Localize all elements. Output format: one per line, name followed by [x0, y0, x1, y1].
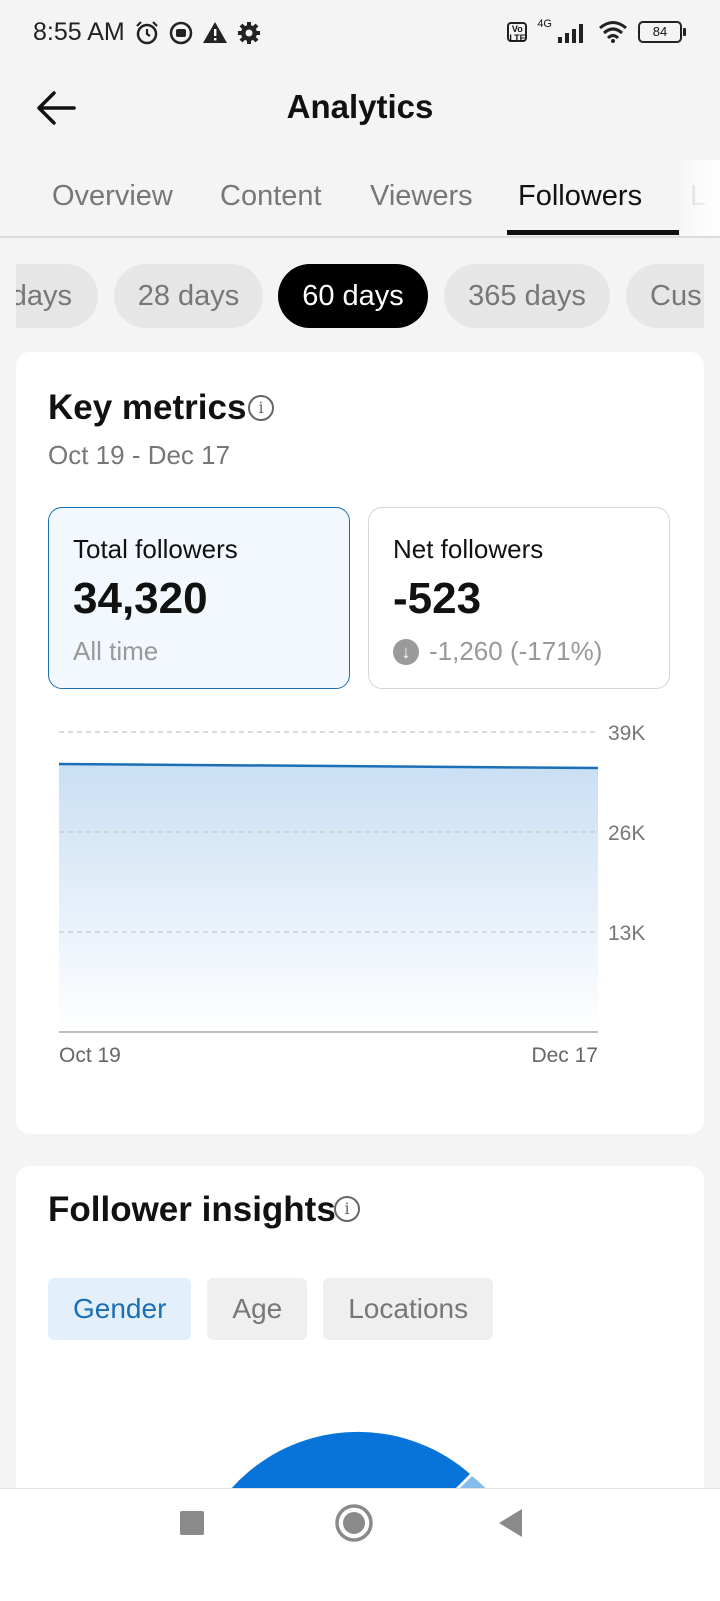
net-followers-card[interactable]: Net followers -523 ↓ -1,260 (-171%) — [368, 507, 670, 689]
chip-365-days[interactable]: 365 days — [444, 264, 610, 328]
tab-overview[interactable]: Overview — [52, 180, 173, 212]
insight-tab-locations[interactable]: Locations — [323, 1278, 494, 1340]
analytics-tabs: Overview Content Viewers Followers L — [0, 160, 720, 238]
recents-square-icon[interactable] — [178, 1509, 206, 1537]
chart-area-fill — [59, 763, 598, 1032]
status-icons-right: Vo LTE 4G 84 — [507, 18, 686, 44]
arrow-down-icon: ↓ — [393, 638, 419, 665]
key-metrics-info-icon[interactable]: i — [248, 395, 274, 421]
total-followers-card[interactable]: Total followers 34,320 All time — [48, 507, 350, 689]
tab-scroll-fade — [680, 160, 720, 236]
date-range-chips: days 28 days 60 days 365 days Cus — [16, 264, 704, 330]
back-arrow-icon[interactable] — [32, 84, 80, 132]
battery-icon: 84 — [638, 21, 686, 43]
warning-icon — [203, 22, 227, 43]
date-range-label: Oct 19 - Dec 17 — [48, 440, 231, 470]
network-type: 4G — [537, 18, 552, 30]
insight-tabs: Gender Age Locations — [48, 1278, 494, 1340]
chip-28-days[interactable]: 28 days — [114, 264, 263, 328]
status-time: 8:55 AM — [33, 18, 125, 46]
system-nav-bar — [0, 1488, 720, 1601]
page-title: Analytics — [286, 88, 434, 125]
metric-label: Total followers — [73, 534, 238, 564]
follower-insights-info-icon[interactable]: i — [334, 1196, 360, 1222]
insight-tab-age[interactable]: Age — [207, 1278, 308, 1340]
metric-sub: ↓ -1,260 (-171%) — [393, 636, 602, 667]
metric-value: -523 — [393, 574, 482, 623]
metric-sub: All time — [73, 636, 159, 666]
signal-icon — [558, 24, 583, 43]
follower-insights-title: Follower insights — [48, 1190, 336, 1229]
tab-content[interactable]: Content — [220, 180, 322, 212]
chart-series-line — [58, 762, 599, 770]
settings-gear-icon — [238, 22, 260, 44]
home-circle-icon[interactable] — [334, 1503, 374, 1543]
chart-y-tick-label: 13K — [608, 922, 645, 945]
record-icon — [169, 21, 193, 45]
chip-7-days[interactable]: days — [16, 264, 98, 328]
insight-tab-gender[interactable]: Gender — [48, 1278, 192, 1340]
chart-y-tick-label: 26K — [608, 822, 645, 845]
tab-viewers[interactable]: Viewers — [370, 180, 473, 212]
alarm-icon — [136, 21, 158, 45]
key-metrics-card: Key metrics i Oct 19 - Dec 17 Total foll… — [16, 352, 704, 1134]
key-metrics-title: Key metrics — [48, 388, 247, 427]
tab-followers[interactable]: Followers — [518, 180, 643, 212]
followers-area-chart: 39K 26K 13K Oct 19 Dec 17 — [58, 722, 645, 1067]
chip-60-days[interactable]: 60 days — [278, 264, 428, 328]
wifi-icon — [599, 21, 627, 43]
metric-label: Net followers — [393, 534, 544, 564]
chart-y-tick-label: 39K — [608, 722, 645, 745]
app-header: Analytics — [0, 68, 720, 152]
chart-x-tick-label: Dec 17 — [531, 1044, 598, 1067]
chip-custom[interactable]: Cus — [626, 264, 704, 328]
chart-x-tick-label: Oct 19 — [59, 1044, 121, 1067]
chip-label: days — [16, 280, 72, 312]
metric-change: -1,260 (-171%) — [429, 636, 603, 666]
active-tab-indicator — [507, 230, 679, 235]
volte-icon: Vo LTE — [507, 22, 528, 43]
metric-value: 34,320 — [73, 574, 208, 623]
status-bar: 8:55 AM Vo LTE 4G — [0, 0, 720, 68]
status-icons-left — [134, 20, 262, 46]
back-triangle-icon[interactable] — [496, 1507, 526, 1539]
